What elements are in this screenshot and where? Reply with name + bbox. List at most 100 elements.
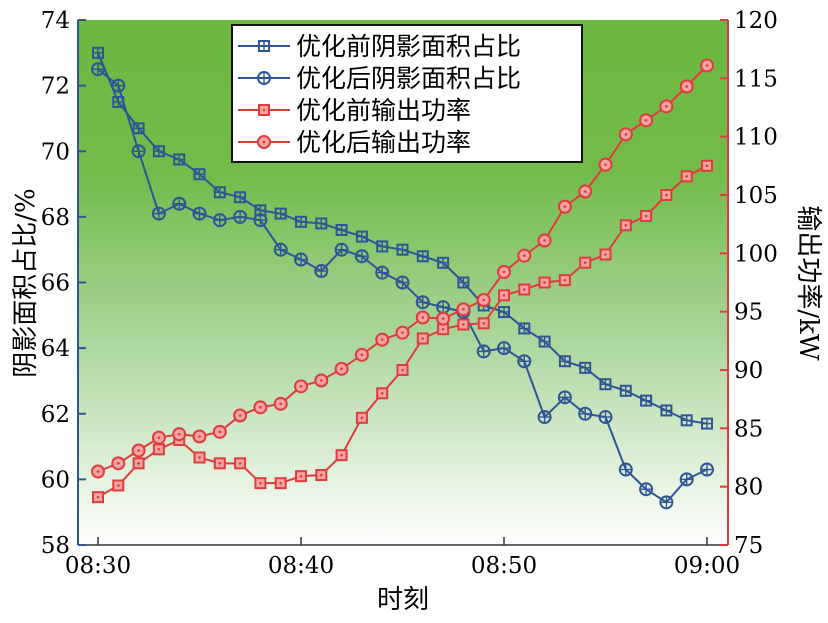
- marker-dot: [543, 239, 546, 242]
- circle-marker: [151, 206, 166, 221]
- circle-marker: [557, 390, 572, 405]
- series-2: [91, 62, 714, 510]
- circle-marker: [212, 213, 227, 228]
- marker-dot: [117, 484, 120, 487]
- right-tick-label: 100: [734, 241, 778, 267]
- circle-marker: [476, 344, 491, 359]
- marker-dot: [421, 337, 425, 340]
- circle-marker: [578, 406, 593, 421]
- circle-marker: [294, 252, 308, 267]
- circle-marker: [639, 482, 654, 497]
- marker-dot: [360, 416, 364, 420]
- right-tick-label: 85: [734, 416, 763, 442]
- circle-marker: [700, 462, 714, 477]
- marker-dot: [218, 462, 222, 465]
- x-tick-label: 08:30: [65, 553, 131, 579]
- marker-dot: [705, 164, 709, 168]
- marker-dot: [340, 453, 343, 457]
- marker-dot: [157, 448, 161, 451]
- series-1: [92, 46, 713, 430]
- marker-dot: [259, 481, 262, 485]
- right-tick-label: 95: [734, 300, 763, 326]
- left-tick-label: 70: [41, 139, 70, 165]
- marker-dot: [604, 163, 607, 166]
- circle-marker: [598, 410, 613, 425]
- marker-dot: [198, 435, 201, 438]
- circle-marker: [273, 242, 288, 257]
- marker-dot: [299, 385, 303, 388]
- right-tick-label: 105: [734, 183, 778, 209]
- marker-dot: [624, 224, 628, 227]
- marker-dot: [502, 294, 506, 297]
- marker-dot: [177, 432, 181, 436]
- marker-dot: [604, 253, 607, 256]
- marker-dot: [441, 317, 445, 320]
- marker-dot: [380, 392, 384, 395]
- y-axis-label-left: 阴影面积占比/%: [11, 188, 41, 377]
- left-tick-label: 58: [41, 533, 70, 559]
- circle-marker: [131, 144, 146, 159]
- left-tick-label: 74: [41, 8, 70, 34]
- circle-marker: [354, 249, 369, 264]
- marker-dot: [685, 175, 688, 178]
- marker-dot: [340, 367, 343, 371]
- circle-marker: [257, 71, 271, 85]
- marker-dot: [644, 214, 648, 218]
- right-tick-label: 75: [734, 533, 763, 559]
- circle-marker: [395, 275, 410, 290]
- left-tick-label: 66: [41, 271, 70, 297]
- marker-dot: [320, 473, 323, 477]
- circle-marker: [334, 242, 349, 257]
- left-tick-label: 64: [41, 336, 70, 362]
- marker-dot: [279, 402, 283, 406]
- marker-dot: [262, 140, 266, 144]
- left-tick-label: 72: [41, 74, 70, 100]
- circle-marker: [618, 462, 633, 477]
- marker-dot: [462, 323, 465, 326]
- marker-dot: [262, 108, 266, 112]
- marker-dot: [96, 495, 100, 499]
- marker-dot: [299, 474, 303, 478]
- marker-dot: [320, 379, 323, 382]
- circle-marker: [233, 209, 248, 224]
- circle-marker: [375, 265, 390, 280]
- right-tick-label: 80: [734, 475, 763, 501]
- circle-marker: [314, 264, 329, 279]
- marker-dot: [360, 353, 364, 357]
- circle-marker: [172, 196, 187, 211]
- marker-dot: [279, 481, 283, 485]
- marker-dot: [238, 462, 242, 465]
- marker-dot: [543, 281, 546, 284]
- right-tick-label: 115: [734, 66, 778, 92]
- marker-dot: [644, 119, 648, 122]
- marker-dot: [157, 436, 161, 439]
- legend-box: [231, 24, 583, 163]
- marker-dot: [421, 316, 425, 319]
- marker-dot: [583, 261, 587, 264]
- marker-dot: [624, 133, 628, 136]
- marker-dot: [583, 190, 587, 193]
- left-tick-label: 68: [41, 205, 70, 231]
- marker-dot: [665, 105, 668, 108]
- marker-dot: [198, 456, 201, 459]
- marker-dot: [117, 462, 120, 465]
- circle-marker: [659, 495, 674, 510]
- x-axis-label: 时刻: [377, 585, 429, 615]
- circle-marker: [537, 410, 552, 425]
- x-tick-label: 09:00: [674, 553, 740, 579]
- marker-dot: [96, 470, 100, 473]
- circle-marker: [415, 295, 430, 310]
- legend-label: 优化后阴影面积占比: [296, 64, 521, 93]
- circle-marker: [679, 472, 694, 487]
- marker-dot: [401, 368, 404, 372]
- marker-dot: [563, 278, 567, 282]
- marker-dot: [218, 430, 222, 434]
- left-tick-label: 60: [41, 467, 70, 493]
- marker-dot: [523, 288, 526, 291]
- right-tick-label: 90: [734, 358, 763, 384]
- marker-dot: [502, 270, 506, 274]
- marker-dot: [523, 254, 526, 257]
- circle-marker: [111, 78, 126, 93]
- x-tick-label: 08:50: [471, 553, 537, 579]
